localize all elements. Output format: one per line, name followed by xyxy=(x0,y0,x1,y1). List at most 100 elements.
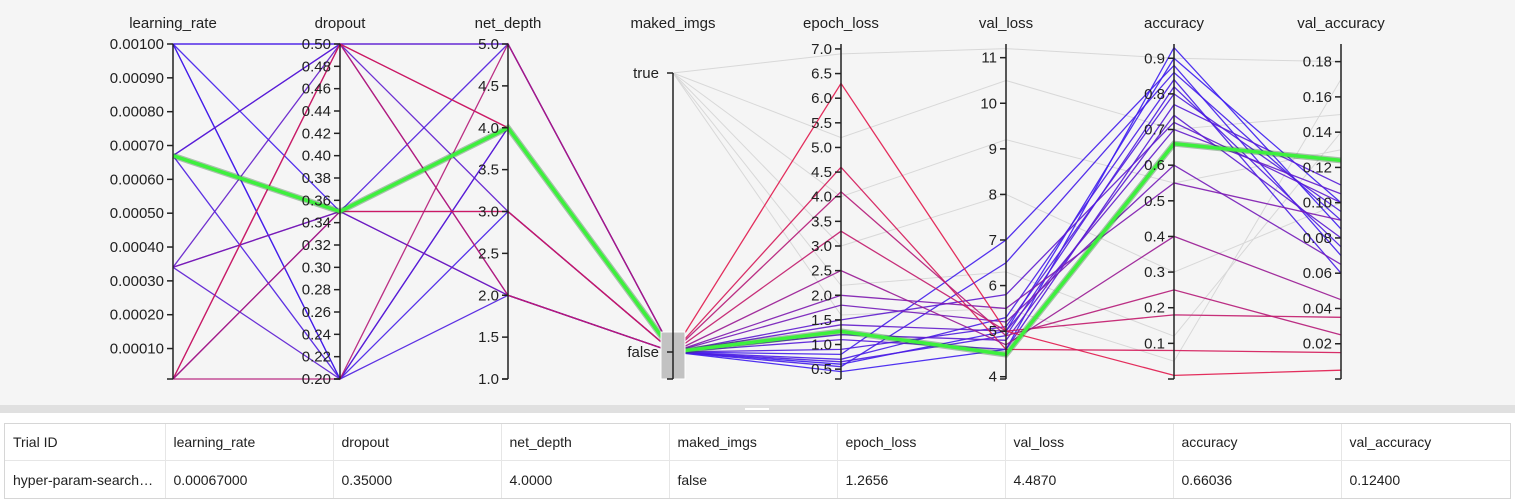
drag-handle-icon[interactable] xyxy=(745,408,769,410)
axis-tick-label: 0.50 xyxy=(302,36,331,53)
axis-tick-label: 0.24 xyxy=(302,326,331,343)
axis-tick-label: 0.44 xyxy=(302,103,331,120)
trial-table: Trial ID learning_rate dropout net_depth… xyxy=(4,423,1511,499)
axis-tick-label: 2.5 xyxy=(811,263,832,280)
axis-epoch-loss[interactable]: epoch_loss 7.0 6.5 6.0 5.5 5.0 4.5 4.0 3.5 3.0 2.5… xyxy=(803,15,879,380)
axis-tick-label: 0.34 xyxy=(302,215,331,232)
axis-tick-label: 0.8 xyxy=(1144,86,1165,103)
axis-tick-label: 0.14 xyxy=(1303,124,1332,141)
axis-tick-label: 3.0 xyxy=(811,238,832,255)
column-header-maked-imgs[interactable]: maked_imgs xyxy=(669,424,838,461)
axis-tick-label: 1.0 xyxy=(478,371,499,388)
axis-tick-label: 1.5 xyxy=(811,312,832,329)
table-row[interactable]: hyper-param-search-trial 0.00067000 0.35… xyxy=(5,460,1510,498)
cell-learning-rate: 0.00067000 xyxy=(165,460,334,498)
axis-tick-label: 0.18 xyxy=(1303,54,1332,71)
axis-title-val-accuracy[interactable]: val_accuracy xyxy=(1297,15,1385,32)
axis-title-net-depth[interactable]: net_depth xyxy=(475,15,542,32)
axis-tick-label: 0.5 xyxy=(1144,193,1165,210)
parallel-coordinates-plot[interactable]: learning_rate 0.00100 0.00090 0.00080 0.0007… xyxy=(0,0,1515,405)
axis-tick-label: 0.12 xyxy=(1303,159,1332,176)
axis-title-learning-rate[interactable]: learning_rate xyxy=(129,15,217,32)
axis-title-epoch-loss[interactable]: epoch_loss xyxy=(803,15,879,32)
axis-tick-label: 0.00020 xyxy=(110,307,164,324)
trial-line[interactable] xyxy=(172,42,1342,353)
axis-tick-label: 0.38 xyxy=(302,170,331,187)
axis-tick-label: 0.00040 xyxy=(110,239,164,256)
axis-title-accuracy[interactable]: accuracy xyxy=(1144,15,1205,32)
axis-tick-label: 5.5 xyxy=(811,115,832,132)
axis-tick-label: 4.5 xyxy=(478,78,499,95)
column-header-epoch-loss[interactable]: epoch_loss xyxy=(837,424,1006,461)
column-header-val-loss[interactable]: val_loss xyxy=(1005,424,1174,461)
filtered-trial-line[interactable] xyxy=(672,72,1342,139)
column-header-dropout[interactable]: dropout xyxy=(333,424,502,461)
axis-tick-label: 10 xyxy=(980,95,997,112)
trial-line[interactable] xyxy=(172,85,1342,380)
cell-maked-imgs: false xyxy=(669,460,838,498)
axis-tick-label: 11 xyxy=(981,50,997,67)
axis-title-val-loss[interactable]: val_loss xyxy=(979,15,1033,32)
axis-tick-label: 0.10 xyxy=(1303,195,1332,212)
trial-line[interactable] xyxy=(172,42,1342,380)
resize-divider[interactable] xyxy=(0,405,1515,413)
axis-tick-label: 0.28 xyxy=(302,282,331,299)
column-header-accuracy[interactable]: accuracy xyxy=(1173,424,1342,461)
parallel-coordinates-svg[interactable]: learning_rate 0.00100 0.00090 0.00080 0.0007… xyxy=(0,0,1515,405)
filtered-trial-line[interactable] xyxy=(672,48,1342,74)
axis-tick-label: 0.32 xyxy=(302,237,331,254)
axis-tick-label: 1.0 xyxy=(811,337,832,354)
axis-tick-label: 0.00070 xyxy=(110,138,164,155)
axis-tick-label: 0.2 xyxy=(1144,300,1165,317)
axis-tick-label: 0.46 xyxy=(302,81,331,98)
axis-tick-label: 4.5 xyxy=(811,164,832,181)
trial-line[interactable] xyxy=(172,43,1342,381)
axis-tick-label: 7.0 xyxy=(811,41,832,58)
axis-tick-label: 0.00010 xyxy=(110,341,164,358)
highlighted-trial-line[interactable] xyxy=(172,125,1342,357)
axis-val-loss[interactable]: val_loss 11 10 9 8 7 6 5 4 xyxy=(979,15,1033,386)
axis-dropout[interactable]: dropout 0.50 0.48 0.46 0.44 0.42 0.40 0.38 0.36 0… xyxy=(302,15,366,388)
trial-line[interactable] xyxy=(172,164,1342,353)
axis-title-maked-imgs[interactable]: maked_imgs xyxy=(630,15,715,32)
column-header-val-accuracy[interactable]: val_accuracy xyxy=(1341,424,1510,461)
axis-tick-label: 6.5 xyxy=(811,66,832,83)
axis-tick-label: 2.0 xyxy=(478,287,499,304)
axis-tick-label: 4.0 xyxy=(478,120,499,137)
trial-line[interactable] xyxy=(172,43,1342,353)
axis-tick-label: 9 xyxy=(989,141,997,158)
axis-tick-label: 0.48 xyxy=(302,58,331,75)
axis-tick-label: 3.5 xyxy=(478,162,499,179)
axis-tick-label: 0.9 xyxy=(1144,50,1165,67)
axis-tick-label: 7 xyxy=(989,232,997,249)
filtered-trial-line[interactable] xyxy=(672,72,1342,198)
axis-learning-rate[interactable]: learning_rate 0.00100 0.00090 0.00080 0.0007… xyxy=(110,15,217,380)
trial-line[interactable] xyxy=(173,42,1342,380)
axis-tick-label: 0.36 xyxy=(302,192,331,209)
column-header-net-depth[interactable]: net_depth xyxy=(501,424,670,461)
axis-tick-label: 3.0 xyxy=(478,204,499,221)
axis-accuracy[interactable]: accuracy 0.9 0.8 0.7 0.6 0.5 0.4 0.3 0.2 0.1 xyxy=(1144,15,1205,380)
axis-tick-label: 0.5 xyxy=(811,361,832,378)
axis-tick-label: 8 xyxy=(989,186,997,203)
axis-tick-label: 1.5 xyxy=(478,329,499,346)
axis-tick-label: 0.22 xyxy=(302,349,331,366)
axis-category-label: false xyxy=(627,344,659,361)
axis-tick-label: 0.16 xyxy=(1303,89,1332,106)
axis-tick-label: 0.00050 xyxy=(110,205,164,222)
cell-val-accuracy: 0.12400 xyxy=(1349,471,1401,488)
column-header-learning-rate[interactable]: learning_rate xyxy=(165,424,334,461)
axis-net-depth[interactable]: net_depth 5.0 4.5 4.0 3.5 3.0 2.5 2.0 1.5 1.0 xyxy=(475,15,542,388)
trial-line[interactable] xyxy=(172,43,1342,353)
column-header-trial-id[interactable]: Trial ID xyxy=(5,424,166,461)
axis-title-dropout[interactable]: dropout xyxy=(315,15,367,32)
axis-tick-label: 5.0 xyxy=(478,36,499,53)
axis-tick-label: 0.7 xyxy=(1144,122,1165,139)
axis-tick-label: 5 xyxy=(989,323,997,340)
axis-val-accuracy[interactable]: val_accuracy 0.18 0.16 0.14 0.12 0.10 0.08 0.06… xyxy=(1297,15,1385,380)
trial-line[interactable] xyxy=(172,43,1342,380)
table-header-row: Trial ID learning_rate dropout net_depth… xyxy=(5,424,1510,461)
trial-line[interactable] xyxy=(172,166,1342,380)
axis-tick-label: 0.20 xyxy=(302,371,331,388)
